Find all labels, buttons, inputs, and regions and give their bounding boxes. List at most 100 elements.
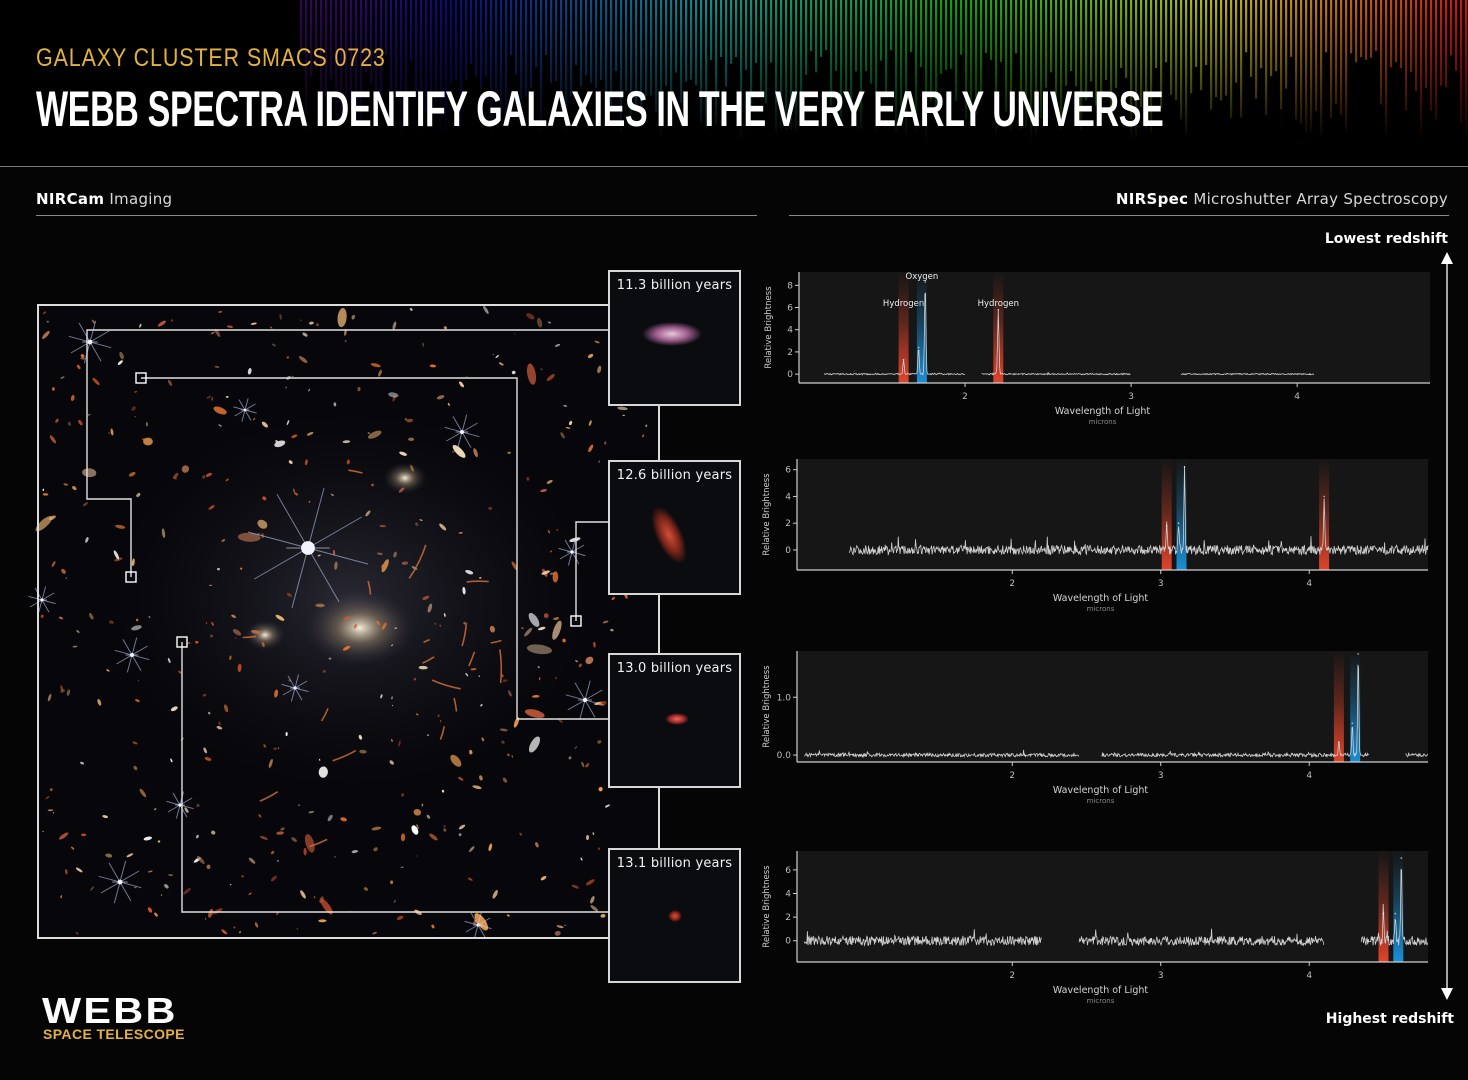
- x-tick-label: 3: [1128, 392, 1134, 402]
- galaxy: [622, 414, 625, 417]
- galaxy: [391, 704, 394, 707]
- foreground-star: [233, 398, 257, 422]
- y-tick-label: 4: [787, 326, 793, 336]
- galaxy: [110, 428, 114, 436]
- galaxy: [398, 487, 405, 493]
- galaxy: [293, 488, 295, 493]
- galaxy: [575, 659, 579, 663]
- galaxy: [588, 420, 592, 426]
- galaxy: [97, 699, 102, 706]
- hydrogen-emission-peak: [997, 308, 1000, 311]
- galaxy: [106, 669, 110, 672]
- galaxy: [205, 622, 208, 625]
- galaxy: [536, 317, 543, 328]
- thumbnail-galaxy-2: 12.6 billion years: [608, 460, 741, 595]
- header-divider: [0, 166, 1468, 167]
- star-core: [570, 550, 574, 554]
- galaxy: [391, 738, 393, 742]
- galaxy: [508, 690, 512, 697]
- galaxy: [87, 413, 91, 416]
- galaxy: [216, 567, 221, 571]
- galaxy: [479, 577, 482, 579]
- galaxy: [586, 834, 589, 841]
- hydrogen-band: [1319, 459, 1330, 570]
- galaxy: [538, 676, 541, 681]
- galaxy: [359, 749, 367, 754]
- thumbnail-galaxy-1: 11.3 billion years: [608, 270, 741, 406]
- galaxy: [157, 840, 161, 843]
- galaxy: [541, 570, 550, 575]
- galaxy: [458, 776, 464, 781]
- callout-connector: [575, 521, 609, 621]
- galaxy: [183, 887, 191, 895]
- lensed-arc: [332, 749, 357, 762]
- galaxy: [590, 896, 595, 904]
- galaxy: [333, 856, 337, 858]
- galaxy: [554, 930, 561, 936]
- galaxy: [574, 746, 578, 749]
- galaxy: [371, 826, 382, 831]
- galaxy: [580, 857, 583, 861]
- galaxy: [196, 855, 205, 864]
- galaxy: [540, 489, 547, 493]
- galaxy: [330, 493, 334, 497]
- galaxy: [240, 567, 243, 570]
- galaxy: [489, 625, 496, 633]
- galaxy: [371, 483, 374, 487]
- oxygen-emission-peak: [924, 281, 926, 283]
- galaxy: [70, 395, 75, 401]
- galaxy: [439, 624, 442, 627]
- webb-logo: WEBB: [42, 990, 178, 1031]
- galaxy: [418, 665, 428, 670]
- star-core: [130, 653, 134, 657]
- galaxy: [468, 846, 475, 853]
- galaxy: [587, 353, 594, 359]
- galaxy: [416, 824, 419, 829]
- galaxy: [568, 420, 573, 426]
- star-core: [243, 408, 247, 412]
- galaxy: [458, 824, 466, 830]
- galaxy: [52, 387, 55, 391]
- galaxy: [340, 817, 347, 822]
- galaxy: [212, 908, 223, 915]
- hydrogen-band: [1333, 651, 1344, 762]
- hydrogen-emission-peak: [902, 358, 905, 361]
- x-tick-label: 2: [962, 392, 968, 402]
- galaxy: [262, 496, 267, 501]
- x-axis-label: Wavelength of Light: [1053, 593, 1149, 604]
- lensed-arc: [431, 679, 461, 690]
- nirspec-section-label: NIRSpec Microshutter Array Spectroscopy: [1116, 190, 1448, 208]
- galaxy: [411, 825, 419, 835]
- oxygen-emission-peak: [1177, 522, 1180, 524]
- galaxy: [524, 627, 533, 637]
- galaxy: [528, 736, 541, 753]
- galaxy: [373, 847, 378, 852]
- galaxy: [550, 550, 552, 553]
- galaxy: [286, 356, 290, 359]
- galaxy: [47, 693, 52, 702]
- galaxy: [286, 420, 290, 426]
- galaxy: [234, 637, 237, 639]
- galaxy: [135, 699, 140, 703]
- galaxy: [465, 673, 469, 677]
- lensed-arc: [320, 708, 329, 722]
- nircam-divider: [36, 215, 757, 216]
- galaxy: [313, 895, 316, 899]
- galaxy: [80, 761, 85, 765]
- galaxy: [157, 320, 166, 327]
- star-core: [293, 686, 297, 690]
- y-tick-label: 2: [785, 913, 791, 923]
- arrow-down-icon: [1441, 988, 1453, 1000]
- galaxy: [462, 586, 466, 595]
- galaxy: [419, 519, 423, 521]
- galaxy: [160, 894, 163, 896]
- galaxy: [502, 679, 508, 683]
- galaxy: [113, 550, 120, 560]
- galaxy: [173, 472, 179, 479]
- galaxy: [351, 850, 359, 854]
- spectrum-trace: [1078, 928, 1325, 947]
- foreground-star: [247, 487, 369, 609]
- foreground-star: [166, 791, 194, 819]
- star-core: [40, 598, 44, 602]
